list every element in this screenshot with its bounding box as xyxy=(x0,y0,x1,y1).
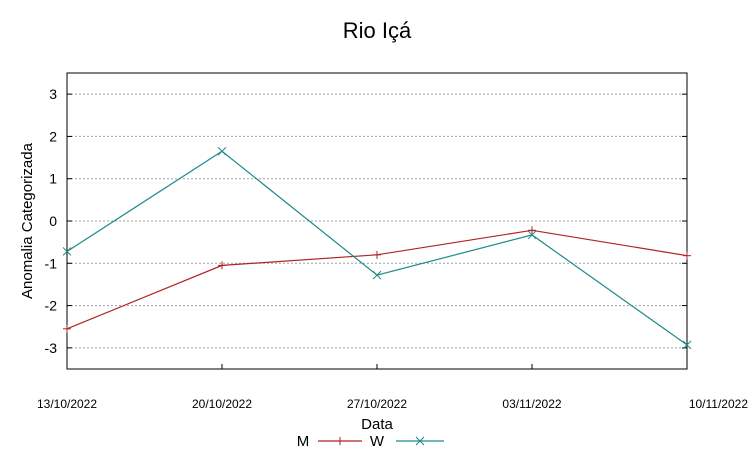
data-point-M-1 xyxy=(218,261,226,270)
x-tick-label: 10/11/2022 xyxy=(689,397,748,411)
chart-title: Rio Içá xyxy=(343,18,412,43)
y-tick-label: -3 xyxy=(45,340,58,356)
y-tick-label: -1 xyxy=(45,255,58,271)
data-point-W-0 xyxy=(62,247,72,256)
data-point-M-4 xyxy=(683,251,691,260)
x-tick-label: 20/10/2022 xyxy=(192,397,252,411)
y-tick-label: 1 xyxy=(49,171,57,187)
y-tick-label: -2 xyxy=(45,298,58,314)
x-tick-label: 03/11/2022 xyxy=(502,397,561,411)
legend-marker-M xyxy=(336,437,344,445)
x-tick-label: 27/10/2022 xyxy=(347,397,407,411)
grid-layer xyxy=(67,93,687,349)
y-tick-label: 2 xyxy=(49,128,57,144)
x-tick-label: 13/10/2022 xyxy=(37,397,97,411)
data-point-W-3 xyxy=(527,230,537,240)
legend-label-W: W xyxy=(370,433,385,450)
legend-label-M: M xyxy=(297,433,310,450)
data-point-W-2 xyxy=(372,270,382,280)
data-point-W-4 xyxy=(682,340,692,350)
y-tick-label: 3 xyxy=(49,86,57,102)
x-axis-label: Data xyxy=(361,416,393,433)
y-ticks: 3 2 1 0 -1 -2 -3 xyxy=(45,86,687,356)
series-line-W xyxy=(66,150,688,346)
legend-marker-W xyxy=(415,436,425,446)
data-point-M-2 xyxy=(373,250,381,259)
x-ticks: 13/10/2022 20/10/2022 27/10/2022 03/11/2022… xyxy=(37,364,748,411)
data-point-W-1 xyxy=(217,146,227,156)
series-layer xyxy=(62,146,692,350)
y-tick-label: 0 xyxy=(49,213,57,229)
y-axis-label: Anomalia Categorizada xyxy=(19,142,36,299)
data-point-M-0 xyxy=(63,324,71,333)
data-point-M-3 xyxy=(528,226,536,235)
